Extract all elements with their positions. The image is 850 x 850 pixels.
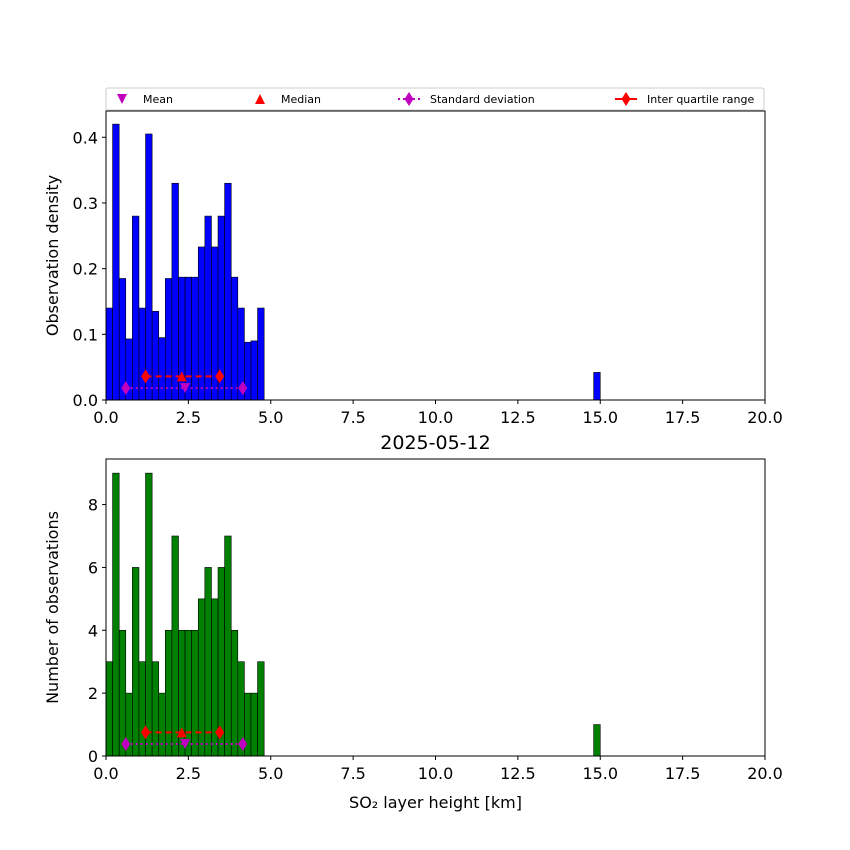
iqr-marker	[215, 369, 225, 384]
y-tick-label: 0.4	[73, 128, 98, 147]
histogram-bar	[204, 567, 212, 757]
legend-label: Inter quartile range	[647, 93, 754, 106]
iqr-marker	[141, 369, 151, 384]
histogram-bar	[171, 535, 179, 757]
median-legend-icon	[255, 94, 265, 104]
histogram-bar	[250, 340, 258, 401]
histogram-bar	[145, 472, 153, 757]
x-tick-label: 7.5	[340, 408, 365, 427]
x-tick-label: 12.5	[500, 764, 536, 783]
histogram-bar	[257, 307, 265, 401]
histogram-bar	[151, 311, 160, 401]
x-tick-label: 15.0	[582, 408, 618, 427]
histogram-bar	[230, 629, 239, 757]
x-tick-label: 17.5	[665, 764, 701, 783]
y-tick-label: 0.3	[73, 194, 98, 213]
histogram-bar	[244, 341, 252, 401]
mean-marker	[180, 739, 191, 750]
x-tick-label: 0.0	[93, 764, 118, 783]
x-tick-label: 12.5	[500, 408, 536, 427]
std-dev-marker	[121, 381, 131, 396]
histogram-bar	[257, 661, 265, 757]
histogram-bar	[105, 661, 113, 757]
histogram-bar	[165, 278, 173, 401]
x-tick-label: 10.0	[418, 764, 454, 783]
y-axis-label: Observation density	[43, 175, 62, 336]
histogram-bar	[145, 133, 153, 401]
histogram-bar	[184, 276, 192, 401]
histogram-bar	[224, 535, 232, 757]
histogram-bar	[224, 182, 232, 401]
y-tick-label: 2	[88, 684, 98, 703]
legend: Mean Median Standard deviation Inter quarti…	[105, 87, 765, 111]
median-marker	[176, 727, 187, 738]
histogram-bar	[171, 182, 179, 401]
x-axis-label: SO₂ layer height [km]	[349, 793, 522, 812]
histogram-bar	[151, 661, 160, 757]
x-tick-label: 17.5	[665, 408, 701, 427]
legend-box	[105, 87, 765, 111]
median-marker	[176, 371, 187, 382]
histogram-bar	[132, 567, 140, 757]
y-tick-label: 0.0	[73, 391, 98, 410]
y-tick-label: 4	[88, 621, 98, 640]
x-tick-label: 20.0	[747, 408, 783, 427]
legend-label: Mean	[143, 93, 173, 106]
x-tick-label: 5.0	[258, 408, 283, 427]
legend-label: Standard deviation	[430, 93, 535, 106]
histogram-bar	[158, 692, 166, 757]
histogram-bar	[158, 337, 166, 401]
chart-title: 2025-05-12	[380, 432, 490, 454]
histogram-bar	[204, 215, 212, 401]
iqr-marker	[141, 725, 151, 740]
histogram-bar	[138, 307, 146, 401]
histogram-bar	[178, 276, 186, 401]
x-tick-label: 10.0	[418, 408, 454, 427]
y-tick-label: 8	[88, 496, 98, 515]
std-dev-marker	[121, 737, 131, 752]
x-tick-label: 5.0	[258, 764, 283, 783]
x-tick-label: 2.5	[176, 764, 201, 783]
x-tick-label: 2.5	[176, 408, 201, 427]
histogram-bar	[138, 661, 146, 757]
histogram-bar	[191, 276, 199, 401]
y-axis-label: Number of observations	[43, 511, 62, 704]
mean-marker	[180, 383, 191, 394]
x-tick-label: 20.0	[747, 764, 783, 783]
std-dev-legend-icon	[404, 92, 414, 106]
histogram-bar	[230, 276, 239, 401]
y-tick-label: 0.1	[73, 325, 98, 344]
histogram-bar	[112, 123, 120, 401]
y-tick-label: 6	[88, 558, 98, 577]
std-dev-marker	[238, 737, 248, 752]
histogram-bar	[191, 629, 199, 757]
histogram-bar	[132, 215, 140, 401]
iqr-legend-icon	[621, 92, 631, 106]
y-tick-label: 0.2	[73, 260, 98, 279]
mean-legend-icon	[117, 94, 127, 104]
legend-label: Median	[281, 93, 321, 106]
histogram-bar	[593, 372, 601, 401]
histogram-bar	[250, 692, 258, 757]
y-tick-label: 0	[88, 747, 98, 766]
iqr-marker	[215, 725, 225, 740]
std-dev-marker	[238, 381, 248, 396]
histogram-bar	[112, 472, 120, 757]
x-tick-label: 7.5	[340, 764, 365, 783]
histogram-bar	[105, 307, 113, 401]
count-histogram-panel: 0.0 2.5 5.0 7.5 10.0 12.5 15.0 17.5 20.0 0 2 4 6 8 Num…	[43, 432, 783, 812]
histogram-bar	[118, 629, 127, 757]
histogram-bar	[118, 278, 127, 401]
x-tick-label: 15.0	[582, 764, 618, 783]
histogram-bar	[165, 629, 173, 757]
density-histogram-panel: 0.0 2.5 5.0 7.5 10.0 12.5 15.0 17.5 20.0 0.0 0.1 0.…	[43, 110, 783, 427]
x-tick-label: 0.0	[93, 408, 118, 427]
histogram-bar	[593, 724, 601, 757]
